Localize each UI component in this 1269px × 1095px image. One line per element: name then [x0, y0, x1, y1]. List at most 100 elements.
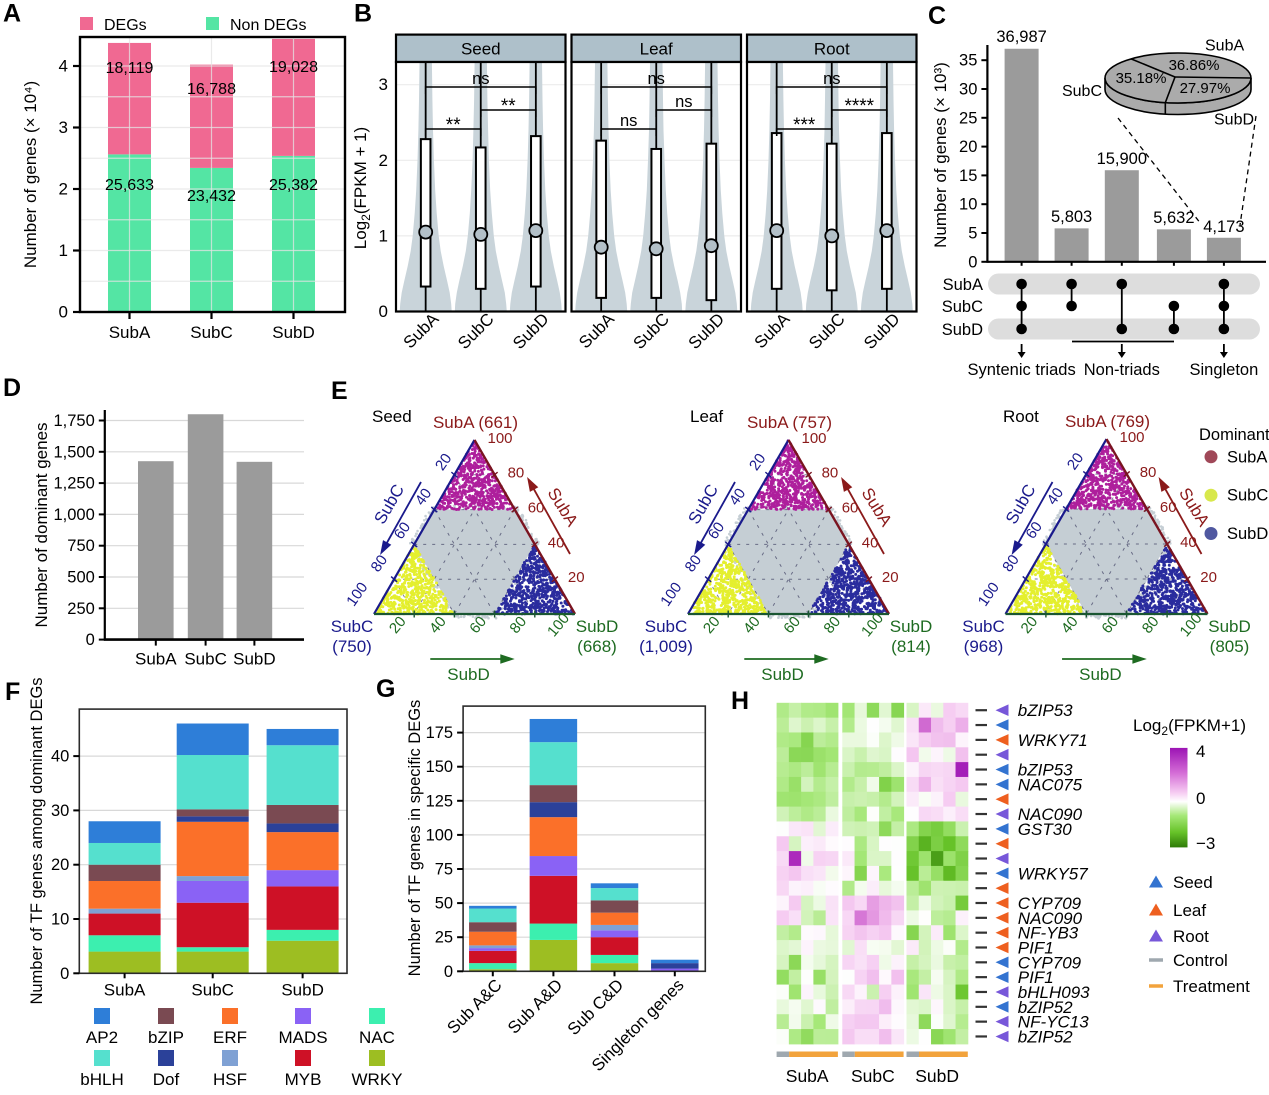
svg-text:Leaf: Leaf: [640, 40, 673, 59]
svg-text:(814): (814): [891, 637, 931, 656]
svg-text:SubA: SubA: [575, 309, 618, 352]
svg-text:2: 2: [379, 151, 388, 170]
svg-text:SubD: SubD: [685, 309, 729, 353]
svg-text:40: 40: [426, 613, 450, 637]
svg-text:Seed: Seed: [461, 40, 501, 59]
svg-text:SubD: SubD: [233, 650, 276, 669]
svg-text:SubA: SubA: [400, 309, 443, 352]
svg-text:80: 80: [682, 552, 705, 575]
svg-text:1: 1: [59, 241, 68, 260]
svg-text:***: ***: [793, 115, 816, 136]
svg-text:80: 80: [820, 613, 844, 637]
svg-text:SubD: SubD: [761, 665, 804, 684]
svg-text:1,250: 1,250: [54, 475, 95, 493]
svg-text:15: 15: [959, 167, 977, 185]
svg-text:SubA (757): SubA (757): [747, 413, 832, 432]
svg-text:SubC: SubC: [942, 298, 983, 316]
svg-text:SubC: SubC: [454, 309, 498, 353]
svg-text:ns: ns: [620, 112, 637, 130]
svg-text:80: 80: [506, 613, 530, 637]
svg-text:750: 750: [67, 537, 95, 555]
svg-text:30: 30: [959, 81, 977, 99]
svg-text:Singleton: Singleton: [1189, 361, 1258, 379]
svg-text:SubD: SubD: [576, 617, 619, 636]
svg-text:20: 20: [386, 613, 410, 637]
svg-text:1,500: 1,500: [54, 443, 95, 461]
svg-text:SubD: SubD: [942, 321, 983, 339]
svg-text:250: 250: [67, 600, 95, 618]
svg-text:100: 100: [657, 579, 685, 609]
svg-text:40: 40: [548, 534, 565, 551]
svg-text:5,803: 5,803: [1051, 208, 1092, 226]
svg-text:****: ****: [845, 96, 875, 117]
svg-text:ns: ns: [472, 70, 489, 88]
svg-text:0: 0: [968, 253, 977, 271]
svg-text:500: 500: [67, 569, 95, 587]
svg-text:(750): (750): [332, 637, 372, 656]
svg-text:40: 40: [726, 485, 749, 508]
svg-text:(668): (668): [577, 637, 617, 656]
svg-text:5,632: 5,632: [1153, 209, 1194, 227]
svg-text:40: 40: [862, 534, 879, 551]
svg-text:**: **: [501, 96, 516, 117]
svg-text:16,788: 16,788: [187, 81, 236, 98]
svg-text:SubD: SubD: [890, 617, 933, 636]
svg-text:ns: ns: [647, 70, 664, 88]
svg-text:1: 1: [379, 226, 388, 245]
svg-text:100: 100: [488, 430, 513, 447]
svg-text:SubC: SubC: [370, 481, 408, 527]
svg-text:Leaf: Leaf: [690, 407, 723, 426]
svg-text:20: 20: [568, 569, 585, 586]
svg-text:25,633: 25,633: [105, 177, 154, 194]
svg-text:SubC: SubC: [805, 309, 849, 353]
svg-text:SubA: SubA: [751, 309, 794, 352]
svg-text:SubC: SubC: [1062, 83, 1102, 100]
svg-text:19,028: 19,028: [269, 59, 318, 76]
svg-text:Log2(FPKM + 1): Log2(FPKM + 1): [351, 127, 373, 249]
svg-text:Non DEGs: Non DEGs: [230, 17, 306, 34]
svg-text:20: 20: [959, 138, 977, 156]
svg-text:SubC: SubC: [630, 309, 674, 353]
svg-text:SubD: SubD: [1214, 111, 1254, 128]
svg-text:SubA: SubA: [544, 484, 583, 530]
svg-text:(1,009): (1,009): [639, 637, 693, 656]
svg-text:0: 0: [379, 302, 388, 321]
svg-text:25,382: 25,382: [269, 177, 318, 194]
svg-text:25: 25: [959, 109, 977, 127]
svg-text:SubC: SubC: [645, 617, 688, 636]
svg-text:100: 100: [802, 430, 827, 447]
svg-text:80: 80: [368, 552, 391, 575]
svg-text:0: 0: [59, 303, 68, 322]
svg-text:ns: ns: [823, 70, 840, 88]
svg-text:SubC: SubC: [331, 617, 374, 636]
svg-text:Syntenic triads: Syntenic triads: [967, 361, 1075, 379]
svg-text:5: 5: [968, 225, 977, 243]
svg-text:4: 4: [59, 57, 68, 76]
svg-text:36,987: 36,987: [996, 28, 1046, 46]
svg-text:4,173: 4,173: [1203, 218, 1244, 236]
svg-text:1,750: 1,750: [54, 412, 95, 430]
svg-text:Number of dominant genes: Number of dominant genes: [32, 422, 51, 627]
svg-text:40: 40: [412, 485, 435, 508]
svg-text:Number of genes (× 10⁴): Number of genes (× 10⁴): [21, 81, 40, 268]
svg-text:Root: Root: [814, 40, 850, 59]
svg-text:3: 3: [379, 75, 388, 94]
svg-text:80: 80: [508, 465, 525, 482]
svg-text:Number of genes (× 10³): Number of genes (× 10³): [931, 62, 950, 248]
svg-text:SubA: SubA: [943, 276, 983, 294]
svg-text:SubA (661): SubA (661): [433, 413, 518, 432]
svg-text:15,900: 15,900: [1097, 150, 1147, 168]
svg-text:1,000: 1,000: [54, 506, 95, 524]
svg-text:40: 40: [740, 613, 764, 637]
svg-text:100: 100: [343, 579, 371, 609]
svg-text:20: 20: [746, 450, 769, 473]
svg-text:SubA: SubA: [1205, 38, 1244, 55]
svg-text:80: 80: [822, 465, 839, 482]
svg-text:DEGs: DEGs: [104, 17, 147, 34]
svg-text:SubC: SubC: [190, 323, 233, 342]
svg-text:35: 35: [959, 52, 977, 70]
svg-text:20: 20: [882, 569, 899, 586]
svg-text:10: 10: [959, 196, 977, 214]
svg-text:SubA: SubA: [109, 323, 151, 342]
svg-text:SubD: SubD: [272, 323, 315, 342]
